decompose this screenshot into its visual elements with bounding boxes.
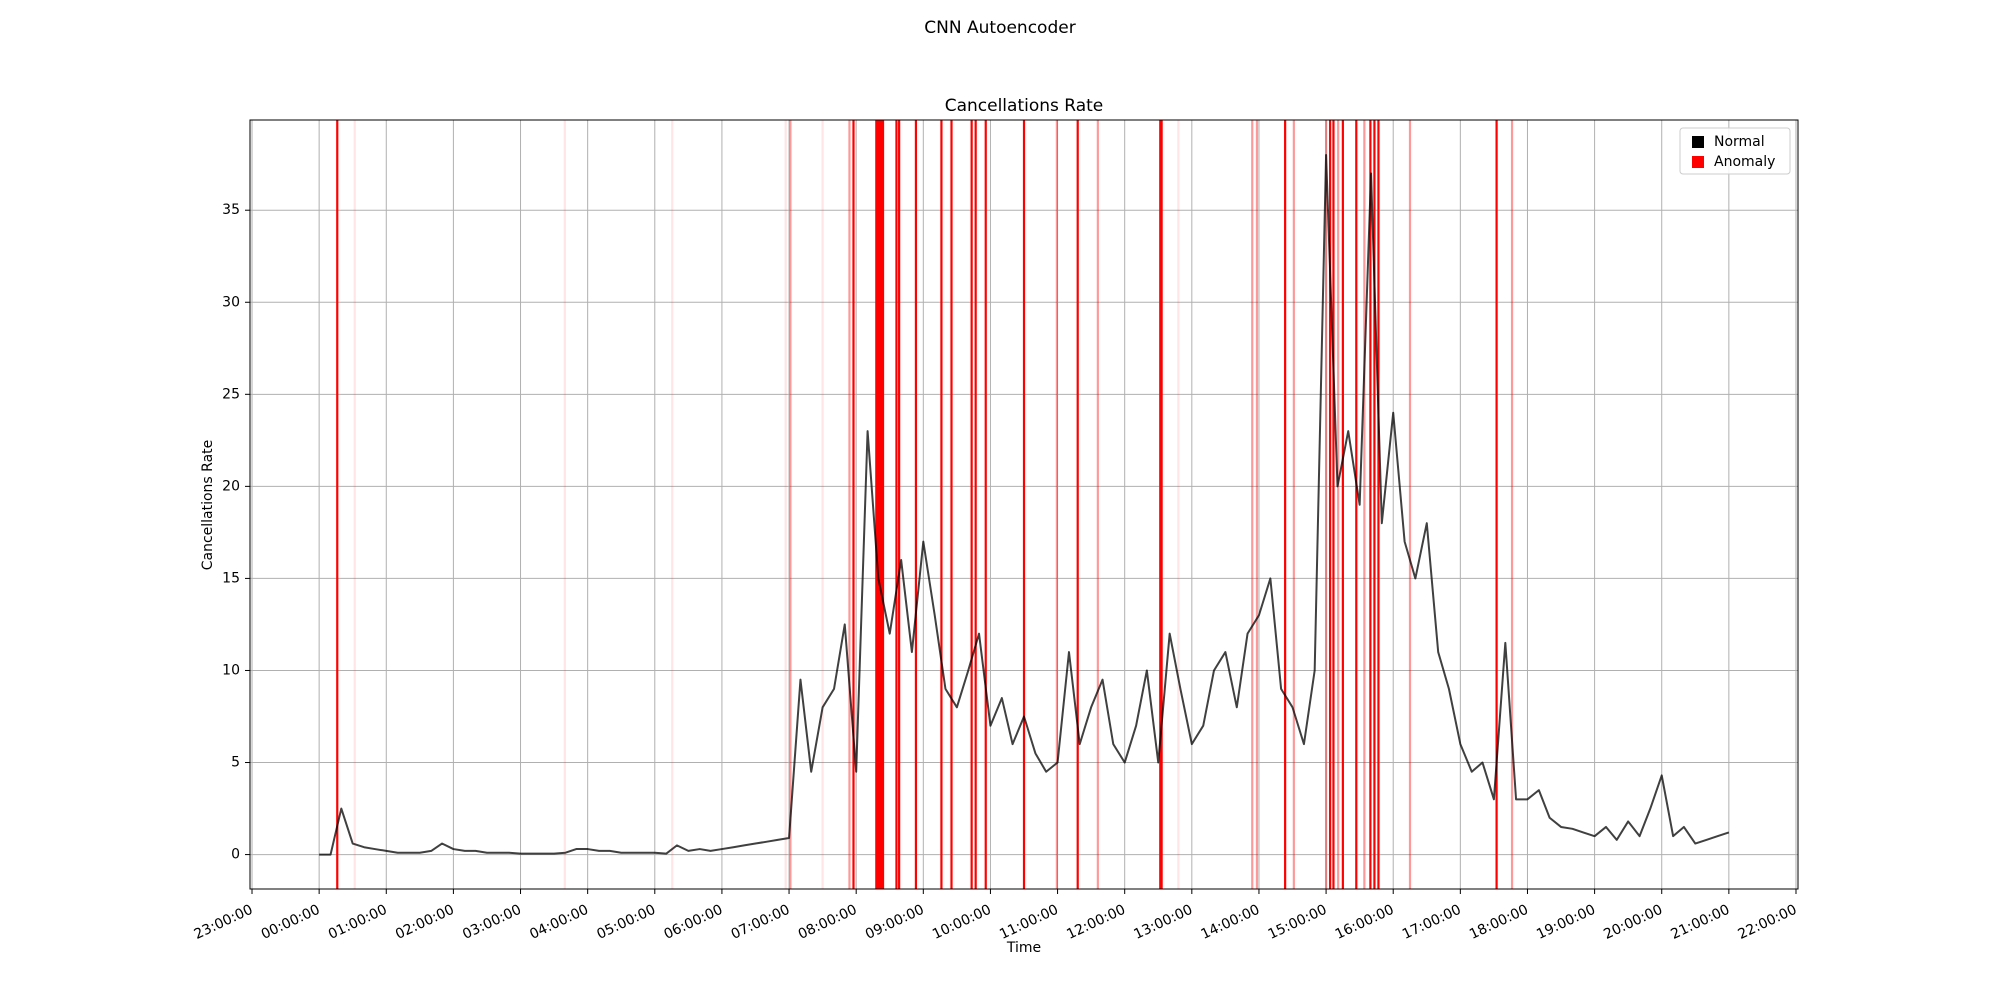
- x-tick-label: 13:00:00: [1131, 902, 1195, 943]
- x-tick-label: 04:00:00: [527, 902, 591, 943]
- plot-frame: [249, 119, 1799, 890]
- x-tick-label: 11:00:00: [997, 902, 1061, 943]
- y-tick-label: 0: [231, 847, 240, 863]
- y-tick-label: 30: [222, 294, 240, 310]
- x-tick-label: 22:00:00: [1736, 902, 1800, 943]
- x-axis-label: Time: [1006, 940, 1041, 956]
- x-tick-label: 23:00:00: [192, 902, 256, 943]
- y-tick-label: 5: [231, 755, 240, 771]
- x-tick-label: 05:00:00: [594, 902, 658, 943]
- x-tick-label: 16:00:00: [1333, 902, 1397, 943]
- suptitle: CNN Autoencoder: [924, 18, 1075, 38]
- legend-swatch: [1692, 156, 1704, 168]
- y-axis-label: Cancellations Rate: [200, 440, 216, 571]
- x-tick-label: 02:00:00: [393, 902, 457, 943]
- x-tick-label: 18:00:00: [1467, 902, 1531, 943]
- chart-title: Cancellations Rate: [945, 96, 1104, 116]
- y-tick-label: 35: [222, 202, 240, 218]
- x-tick-label: 21:00:00: [1668, 902, 1732, 943]
- x-tick-label: 12:00:00: [1064, 902, 1128, 943]
- y-tick-label: 10: [222, 662, 240, 678]
- data-line: [319, 153, 1730, 856]
- x-tick-label: 10:00:00: [930, 902, 994, 943]
- x-tick-label: 08:00:00: [796, 902, 860, 943]
- y-tick-label: 25: [222, 386, 240, 402]
- x-tick-label: 09:00:00: [863, 902, 927, 943]
- x-tick-label: 20:00:00: [1601, 902, 1665, 943]
- x-tick-label: 03:00:00: [460, 902, 524, 943]
- x-tick-label: 06:00:00: [662, 902, 726, 943]
- x-tick-label: 00:00:00: [259, 902, 323, 943]
- legend-box: [1679, 127, 1791, 175]
- y-tick-label: 20: [222, 478, 240, 494]
- legend-label: Anomaly: [1714, 154, 1775, 170]
- x-tick-label: 15:00:00: [1266, 902, 1330, 943]
- legend-label: Normal: [1714, 134, 1765, 150]
- x-tick-label: 07:00:00: [729, 902, 793, 943]
- x-tick-label: 17:00:00: [1400, 902, 1464, 943]
- y-tick-label: 15: [222, 570, 240, 586]
- x-tick-label: 01:00:00: [326, 902, 390, 943]
- x-tick-label: 19:00:00: [1534, 902, 1598, 943]
- legend-swatch: [1692, 136, 1704, 148]
- x-tick-label: 14:00:00: [1199, 902, 1263, 943]
